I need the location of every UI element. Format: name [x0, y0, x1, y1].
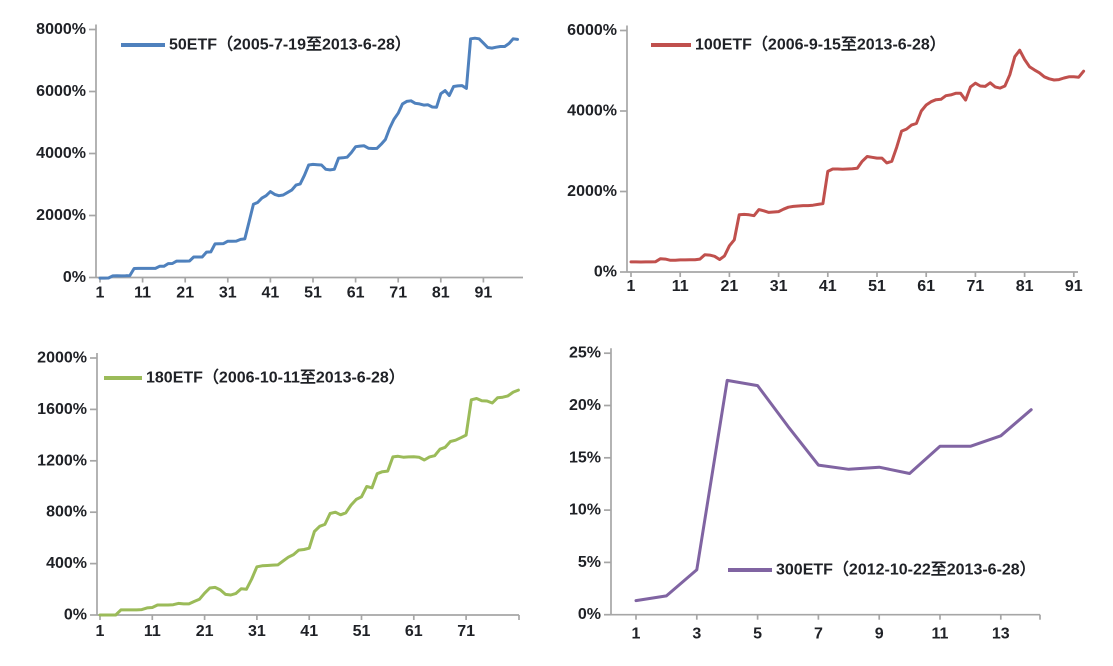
- y-tick-label: 1200%: [37, 452, 87, 469]
- x-tick-label: 7: [814, 626, 823, 643]
- x-tick-label: 51: [304, 285, 322, 302]
- x-tick-label: 9: [875, 626, 884, 643]
- chart-180etf: 0%400%800%1200%1600%2000%1 11 21 31 41 51 61 71…: [37, 350, 520, 640]
- x-tick-label: 1: [96, 623, 105, 640]
- x-tick-label: 51: [353, 623, 371, 640]
- x-tick-label: 81: [432, 285, 450, 302]
- x-tick-label: 21: [176, 285, 194, 302]
- y-tick-label: 2000%: [567, 183, 617, 200]
- x-tick-label: 1: [632, 626, 641, 643]
- y-tick-label: 0%: [578, 606, 601, 623]
- x-tick-label: 41: [262, 285, 280, 302]
- y-tick-label: 0%: [63, 269, 86, 286]
- y-tick-label: 0%: [64, 607, 87, 624]
- y-tick-label: 15%: [569, 449, 601, 466]
- y-tick-label: 6000%: [36, 83, 86, 100]
- y-tick-label: 2000%: [36, 207, 86, 224]
- x-tick-label: 41: [300, 623, 318, 640]
- x-tick-label: 11: [144, 623, 161, 640]
- x-tick-label: 61: [405, 623, 423, 640]
- chart-panel-50etf: 0% 2000% 4000% 6000% 8000% 1 11 21 31 41 51 61 71 81 9…: [0, 0, 556, 333]
- chart-300etf: 0%5%10%15%20%25%1 3 5 7 9 11 13300ETF（2012-10-…: [569, 345, 1041, 643]
- 300etf-series-line: [634, 378, 1033, 603]
- chart-panel-180etf: 0% 400% 800% 1200% 1600% 2000% 1 11 21 31 41 51 61 71…: [0, 333, 556, 666]
- x-tick-label: 71: [967, 278, 985, 295]
- x-tick-label: 21: [196, 623, 214, 640]
- x-tick-label: 13: [992, 626, 1010, 643]
- y-tick-label: 800%: [46, 504, 87, 521]
- y-tick-label: 6000%: [567, 22, 617, 39]
- x-tick-label: 71: [389, 285, 407, 302]
- y-tick-label: 0%: [594, 264, 617, 281]
- x-tick-label: 71: [457, 623, 475, 640]
- x-tick-label: 91: [475, 285, 493, 302]
- x-tick-label: 31: [248, 623, 266, 640]
- y-tick-label: 2000%: [37, 350, 87, 367]
- y-tick-label: 4000%: [567, 103, 617, 120]
- x-tick-label: 5: [753, 626, 762, 643]
- legend-label-100etf: 100ETF（2006-9-15至2013-6-28）: [695, 36, 946, 54]
- legend-label-300etf: 300ETF（2012-10-22至2013-6-28）: [776, 561, 1036, 579]
- y-tick-label: 1600%: [37, 401, 87, 418]
- chart-panel-100etf: 0% 2000% 4000% 6000% 1 11 21 31 41 51 61 71 81 91 100E…: [556, 0, 1113, 333]
- y-tick-label: 10%: [569, 502, 601, 519]
- y-tick-label: 5%: [578, 554, 601, 571]
- chart-panel-300etf: 0% 5% 10% 15% 20% 25% 1 3 5 7 9 11 13 300ETF（2012-10-…: [556, 333, 1113, 666]
- x-tick-label: 31: [219, 285, 237, 302]
- x-tick-label: 11: [134, 285, 151, 302]
- legend-label-180etf: 180ETF（2006-10-11至2013-6-28）: [146, 369, 405, 387]
- y-tick-label: 400%: [46, 555, 87, 572]
- 100etf-series-line: [629, 48, 1086, 264]
- legend-label-50etf: 50ETF（2005-7-19至2013-6-28）: [169, 36, 411, 54]
- x-tick-label: 81: [1016, 278, 1034, 295]
- x-tick-label: 1: [627, 278, 636, 295]
- x-tick-label: 41: [819, 278, 837, 295]
- y-tick-label: 8000%: [36, 21, 86, 38]
- x-tick-label: 3: [692, 626, 701, 643]
- 50etf-series-line: [98, 36, 519, 280]
- y-tick-label: 4000%: [36, 145, 86, 162]
- x-tick-label: 91: [1065, 278, 1083, 295]
- y-tick-label: 25%: [569, 345, 601, 362]
- x-tick-label: 21: [721, 278, 739, 295]
- chart-50etf: 0%2000%4000%6000%8000%1 11 21 31 41 51 61 71 81 9…: [36, 21, 523, 302]
- x-tick-label: 1: [96, 285, 105, 302]
- x-tick-label: 61: [917, 278, 935, 295]
- x-tick-label: 51: [868, 278, 886, 295]
- x-tick-label: 31: [770, 278, 788, 295]
- 180etf-series-line: [98, 388, 520, 617]
- x-tick-label: 61: [347, 285, 365, 302]
- x-tick-label: 11: [932, 626, 949, 643]
- y-tick-label: 20%: [569, 397, 601, 414]
- chart-100etf: 0%2000%4000%6000%1 11 21 31 41 51 61 71 81 91100E…: [567, 22, 1086, 295]
- x-tick-label: 11: [672, 278, 689, 295]
